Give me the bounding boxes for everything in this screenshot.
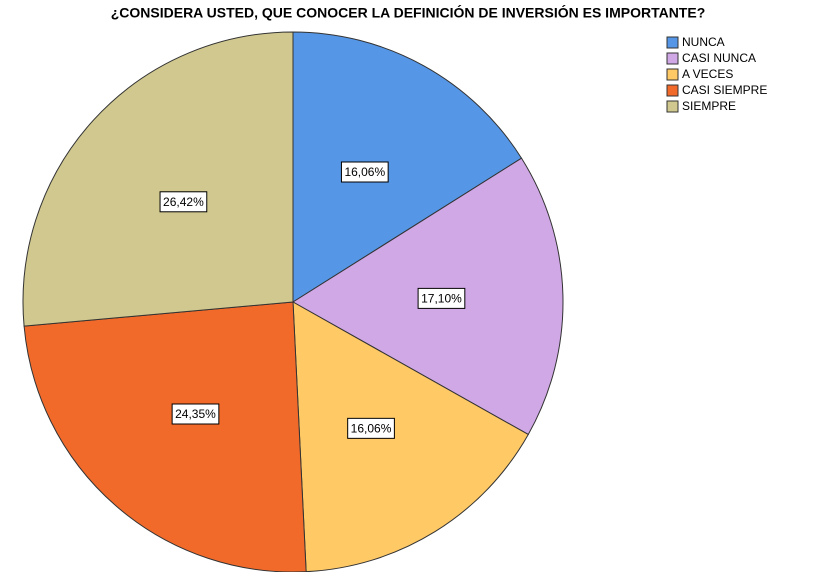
data-label: 16,06% bbox=[344, 165, 385, 179]
data-label-box bbox=[347, 417, 395, 439]
legend-swatch bbox=[666, 36, 679, 49]
data-label-box bbox=[159, 191, 208, 213]
pie-slice bbox=[23, 301, 307, 572]
data-label-box bbox=[171, 403, 220, 425]
pie-slice bbox=[292, 31, 523, 303]
data-label: 26,42% bbox=[163, 195, 204, 209]
pie-slice bbox=[292, 301, 529, 572]
legend-swatch bbox=[666, 100, 679, 113]
legend-label: NUNCA bbox=[682, 35, 725, 49]
pie-slice bbox=[22, 31, 294, 327]
legend-label: A VECES bbox=[682, 67, 733, 81]
data-label-box bbox=[340, 161, 389, 183]
data-label: 24,35% bbox=[175, 407, 216, 421]
legend-swatch bbox=[666, 52, 679, 65]
legend-label: CASI SIEMPRE bbox=[682, 83, 767, 97]
data-label-box bbox=[417, 287, 466, 309]
data-label: 16,06% bbox=[351, 422, 392, 436]
legend-label: CASI NUNCA bbox=[682, 51, 756, 65]
legend-swatch bbox=[666, 68, 679, 81]
legend-swatch bbox=[666, 84, 679, 97]
chart-title: ¿CONSIDERA USTED, QUE CONOCER LA DEFINIC… bbox=[111, 4, 706, 21]
data-label: 17,10% bbox=[421, 292, 462, 306]
legend-label: SIEMPRE bbox=[682, 99, 736, 113]
